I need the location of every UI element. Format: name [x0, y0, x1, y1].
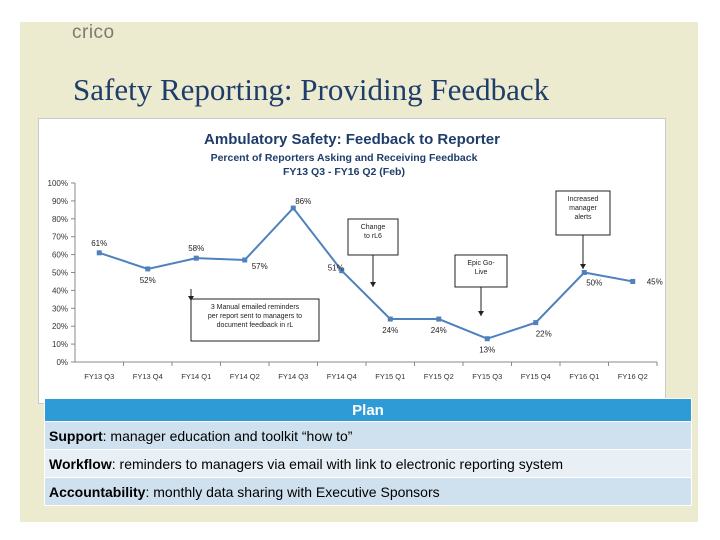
data-point [630, 278, 636, 284]
data-point [533, 320, 539, 326]
x-tick-label: FY15 Q3 [472, 372, 502, 381]
y-tick-label: 30% [52, 304, 68, 313]
data-point [436, 316, 442, 322]
annotation-line: per report sent to managers to [208, 313, 302, 320]
y-tick-label: 20% [52, 322, 68, 331]
data-label: 24% [382, 326, 398, 335]
data-point [581, 270, 587, 275]
y-tick-label: 90% [52, 197, 68, 206]
plan-row-text: : manager education and toolkit “how to” [102, 427, 353, 444]
data-label: 86% [295, 197, 311, 206]
y-tick-label: 40% [52, 286, 68, 295]
chart-axes: 0% 10% 20% 30% 40% 50% 60% 70% 80% 90% 100% FY13 Q3… [48, 179, 658, 381]
x-tick-label: FY16 Q2 [618, 372, 648, 381]
y-tick-label: 50% [52, 269, 68, 278]
data-label: 61% [91, 239, 107, 248]
chart-subtitle: Percent of Reporters Asking and Receivin… [211, 152, 478, 164]
chart-annotations: 3 Manual emailed reminders per report sen… [188, 190, 611, 342]
data-point [387, 316, 393, 322]
chart-subtitle-range: FY13 Q3 - FY16 Q2 (Feb) [283, 166, 405, 178]
annotation-arrowhead [478, 311, 484, 316]
plan-header: Plan [44, 398, 692, 422]
plan-row-text: : reminders to managers via email with l… [111, 455, 564, 472]
y-tick-label: 80% [52, 215, 68, 224]
x-tick-label: FY15 Q4 [521, 372, 551, 381]
plan-row-workflow: Workflow: reminders to managers via emai… [44, 449, 692, 478]
data-point [484, 336, 490, 342]
plan-row-text: : monthly data sharing with Executive Sp… [145, 483, 440, 500]
data-label: 58% [188, 244, 204, 253]
series-line [98, 206, 633, 340]
annotation-arrowhead [580, 264, 586, 269]
data-point [96, 250, 102, 256]
plan-table: Plan Support: manager education and tool… [44, 398, 692, 506]
x-tick-label: FY15 Q1 [375, 372, 405, 381]
data-label: 45% [647, 277, 663, 286]
data-point [145, 266, 151, 272]
annotation-box [454, 254, 508, 288]
line-chart: Ambulatory Safety: Feedback to Reporter … [48, 131, 663, 381]
chart-title: Ambulatory Safety: Feedback to Reporter [204, 131, 500, 148]
data-label: 22% [536, 330, 552, 339]
plan-row-label: Accountability [49, 483, 146, 500]
x-tick-label: FY16 Q1 [569, 372, 599, 381]
annotation-line: 3 Manual emailed reminders [211, 304, 300, 311]
annotation-arrowhead [370, 282, 376, 287]
data-point [242, 257, 248, 263]
annotation-line: Live [475, 269, 488, 276]
slide-title: Safety Reporting: Providing Feedback [73, 72, 550, 107]
annotation-line: manager [569, 205, 597, 212]
annotation-arrowhead [188, 296, 194, 301]
annotation-line: to rL6 [364, 233, 382, 240]
annotation-text: 3 Manual emailed reminders per report sen… [208, 304, 302, 329]
x-tick-label: FY14 Q2 [230, 372, 260, 381]
data-point [339, 268, 345, 274]
plan-row-label: Support [49, 427, 103, 444]
y-tick-label: 0% [56, 358, 68, 367]
plan-row-label: Workflow [49, 455, 112, 472]
data-label: 51% [328, 264, 344, 273]
annotation-text: Increased manager alerts [568, 196, 599, 221]
x-tick-label: FY14 Q3 [278, 372, 308, 381]
chart-series: 61% 52% 58% 57% 86% 51% 24% 24% 13% 22% 50% 45% [91, 197, 663, 355]
y-tick-label: 60% [52, 251, 68, 260]
x-tick-label: FY13 Q4 [133, 372, 163, 381]
data-label: 57% [252, 262, 268, 271]
data-point [193, 255, 199, 261]
annotation-text: Epic Go- Live [467, 260, 495, 276]
crico-logo: crico [72, 22, 115, 43]
x-tick-label: FY15 Q2 [424, 372, 454, 381]
x-tick-label: FY13 Q3 [84, 372, 114, 381]
plan-row-support: Support: manager education and toolkit “… [44, 421, 692, 450]
annotation-text: Change to rL6 [361, 224, 386, 240]
y-tick-label: 70% [52, 233, 68, 242]
x-tick-label: FY14 Q4 [327, 372, 357, 381]
annotation-line: document feedback in rL [217, 322, 294, 329]
annotation-line: Increased [568, 196, 599, 203]
annotation-box [190, 298, 320, 342]
plan-row-accountability: Accountability: monthly data sharing wit… [44, 477, 692, 506]
y-tick-label: 100% [48, 179, 68, 188]
data-label: 13% [479, 346, 495, 355]
y-tick-label: 10% [52, 340, 68, 349]
annotation-line: Change [361, 224, 386, 231]
chart-container: Ambulatory Safety: Feedback to Reporter … [38, 118, 666, 404]
x-tick-label: FY14 Q1 [181, 372, 211, 381]
data-point [290, 205, 296, 211]
data-label: 50% [586, 279, 602, 288]
annotation-line: Epic Go- [467, 260, 495, 267]
annotation-line: alerts [574, 214, 592, 221]
data-label: 24% [431, 326, 447, 335]
data-label: 52% [140, 276, 156, 285]
